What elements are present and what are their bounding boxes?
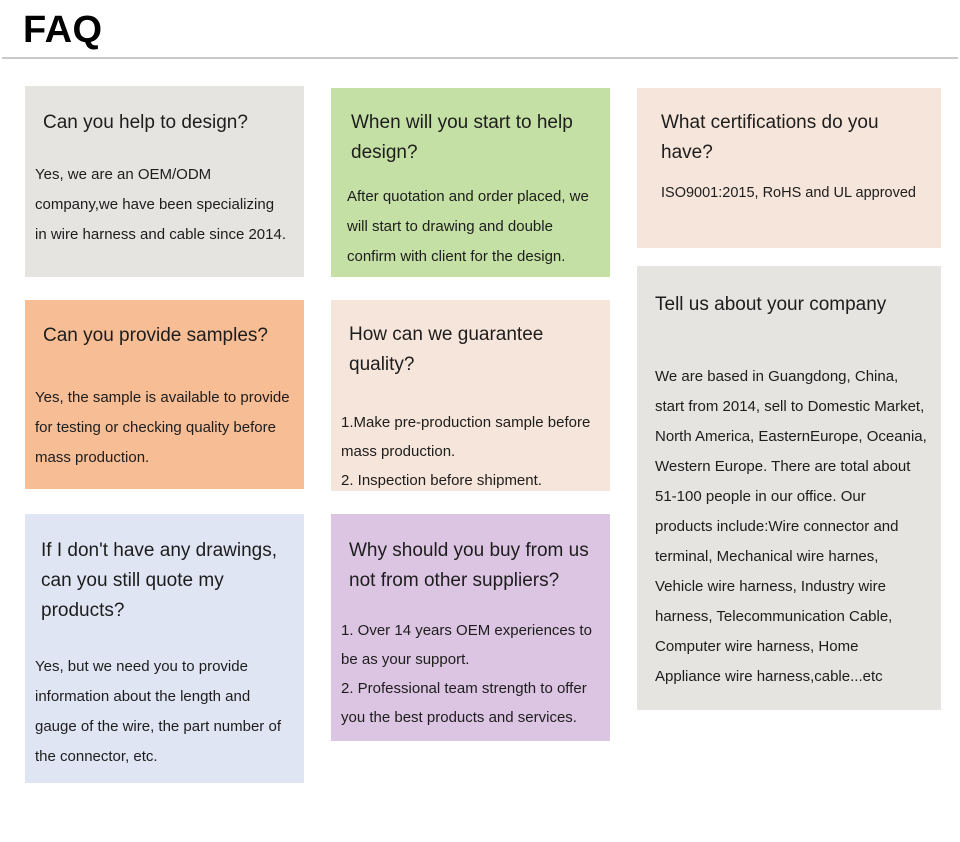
header-divider: [2, 57, 958, 59]
faq-answer: After quotation and order placed, we wil…: [347, 188, 589, 265]
faq-question: When will you start to help design?: [351, 112, 573, 163]
faq-answer: Yes, the sample is available to provide …: [35, 389, 290, 466]
faq-card-why-us: Why should you buy from us not from othe…: [331, 514, 610, 741]
faq-answer: Yes, we are an OEM/ODM company,we have b…: [35, 166, 286, 243]
faq-card-start-design: When will you start to help design? Afte…: [331, 88, 610, 277]
faq-answer: We are based in Guangdong, China, start …: [655, 368, 927, 685]
faq-question: Can you help to design?: [43, 112, 248, 133]
faq-card-design: Can you help to design? Yes, we are an O…: [25, 86, 304, 277]
faq-question: If I don't have any drawings, can you st…: [41, 540, 277, 621]
faq-question: What certifications do you have?: [661, 112, 879, 163]
faq-answer: 1. Over 14 years OEM experiences to be a…: [341, 622, 592, 726]
faq-question: Why should you buy from us not from othe…: [349, 540, 589, 591]
faq-question: Can you provide samples?: [43, 325, 268, 346]
faq-card-drawings: If I don't have any drawings, can you st…: [25, 514, 304, 783]
page-header: FAQ: [0, 0, 960, 60]
faq-card-certifications: What certifications do you have? ISO9001…: [637, 88, 941, 248]
faq-card-samples: Can you provide samples? Yes, the sample…: [25, 300, 304, 489]
faq-card-company: Tell us about your company We are based …: [637, 266, 941, 710]
faq-card-quality: How can we guarantee quality? 1.Make pre…: [331, 300, 610, 491]
faq-question: How can we guarantee quality?: [349, 324, 544, 375]
faq-answer: Yes, but we need you to provide informat…: [35, 658, 281, 765]
faq-answer: 1.Make pre-production sample before mass…: [341, 414, 591, 489]
faq-question: Tell us about your company: [655, 294, 887, 315]
faq-answer: ISO9001:2015, RoHS and UL approved: [661, 185, 916, 201]
page-title: FAQ: [23, 9, 103, 51]
